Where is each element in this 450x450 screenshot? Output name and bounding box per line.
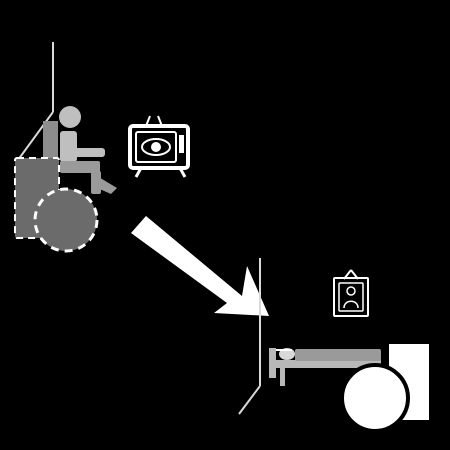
bottom-room-floor-line [238, 385, 261, 415]
bed-base [276, 360, 381, 368]
tv-frame [128, 124, 190, 170]
top-room-floor-line [17, 111, 54, 161]
large-wheel-icon [340, 344, 429, 433]
bottom-room-corner-icon [238, 258, 261, 415]
direction-arrow-icon [131, 216, 269, 316]
portrait-head [346, 286, 356, 296]
bed-leg-left [280, 366, 285, 386]
television-eye-icon [128, 115, 190, 178]
picture-frame-inner [338, 282, 364, 312]
bed-blanket [295, 349, 381, 361]
arrow-shape [131, 216, 269, 316]
eye-outline [141, 138, 171, 156]
tv-leg-right [178, 167, 187, 178]
person-forearm [71, 148, 105, 157]
tv-controls [179, 135, 184, 153]
eye-pupil [151, 142, 161, 152]
bed-head-post [269, 348, 276, 378]
person-thigh [60, 161, 100, 173]
bed-person-icon [269, 348, 381, 386]
person-foot [95, 176, 117, 194]
top-room-corner-icon [17, 42, 54, 161]
wheelchair-wheel [33, 187, 99, 253]
person-torso [60, 131, 77, 162]
tv-screen [135, 131, 177, 163]
large-wheel [340, 363, 410, 433]
picture-frame-outer [333, 277, 369, 317]
wheelchair-backrest-upper [43, 121, 58, 159]
portrait-shoulders [343, 300, 359, 309]
person-head [59, 106, 81, 128]
wheelchair-person-icon [14, 106, 117, 253]
picture-frame-icon [333, 269, 369, 317]
tv-leg-left [134, 167, 143, 178]
